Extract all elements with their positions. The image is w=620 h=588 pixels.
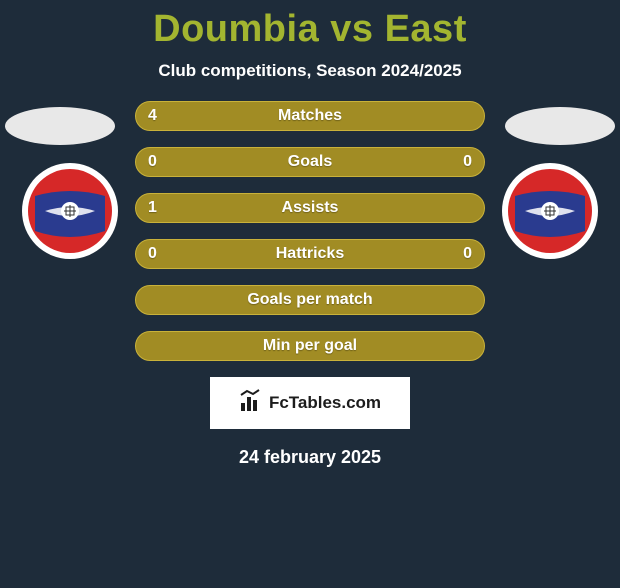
stat-label: Matches (278, 107, 342, 125)
stat-left-value: 0 (148, 245, 157, 263)
date-label: 24 february 2025 (0, 447, 620, 468)
subtitle: Club competitions, Season 2024/2025 (0, 61, 620, 81)
stat-row-hattricks: 0 Hattricks 0 (135, 239, 485, 269)
bar-chart-icon (239, 389, 263, 418)
stat-row-min-per-goal: Min per goal (135, 331, 485, 361)
stat-bars: 4 Matches 0 Goals 0 1 Assists 0 Hattrick… (135, 101, 485, 361)
stat-row-goals-per-match: Goals per match (135, 285, 485, 315)
stat-label: Min per goal (263, 337, 357, 355)
player-left-placeholder (5, 107, 115, 145)
comparison-panel: 4 Matches 0 Goals 0 1 Assists 0 Hattrick… (0, 101, 620, 468)
stat-right-value: 0 (463, 153, 472, 171)
stat-label: Goals per match (247, 291, 372, 309)
source-label: FcTables.com (269, 393, 381, 413)
stat-row-assists: 1 Assists (135, 193, 485, 223)
stat-left-value: 0 (148, 153, 157, 171)
stat-left-value: 1 (148, 199, 157, 217)
player-right-placeholder (505, 107, 615, 145)
stat-left-value: 4 (148, 107, 157, 125)
club-badge-left-icon (20, 161, 120, 261)
stat-label: Assists (282, 199, 339, 217)
stat-label: Goals (288, 153, 332, 171)
stat-row-goals: 0 Goals 0 (135, 147, 485, 177)
stat-right-value: 0 (463, 245, 472, 263)
stat-row-matches: 4 Matches (135, 101, 485, 131)
page-title: Doumbia vs East (0, 8, 620, 51)
club-badge-right-icon (500, 161, 600, 261)
stat-label: Hattricks (276, 245, 344, 263)
source-badge[interactable]: FcTables.com (210, 377, 410, 429)
